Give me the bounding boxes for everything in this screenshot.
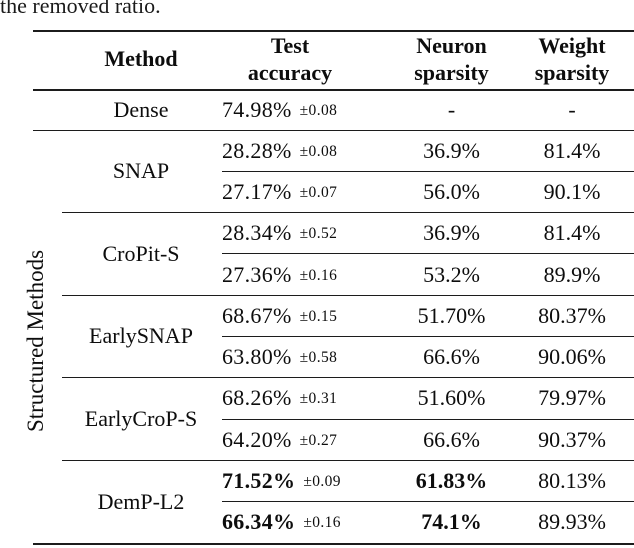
neuron-value: 53.2% [423,261,480,287]
pm-value: ±0.15 [299,307,338,325]
pm-value: ±0.09 [303,473,341,491]
accuracy-value: 28.28% ±0.08 [222,137,338,163]
bottom-rule [33,542,634,545]
pm-value: ±0.52 [299,225,338,243]
header-method-label: Method [104,46,178,72]
neuron-value: 36.9% [423,220,480,246]
header-test-accuracy: Test accuracy [247,32,333,85]
neuron-value: 61.83% [415,468,488,494]
weight-value: 79.97% [538,385,606,411]
group-separator-rule [62,459,634,462]
group-separator-rule [62,212,634,214]
neuron-value: 74.1% [421,509,482,535]
accuracy-value: 66.34% ±0.16 [222,509,341,535]
pm-value: ±0.31 [299,390,338,408]
top-rule [33,29,634,32]
pm-value: ±0.08 [299,102,338,119]
pm-value: ±0.08 [299,142,338,160]
weight-value: 90.1% [543,178,601,204]
group-separator-rule [62,377,634,379]
neuron-value: 66.6% [423,344,480,370]
neuron-value: 51.60% [417,385,486,411]
subrow-rule [222,418,634,420]
neuron-value: - [447,97,456,122]
pm-value: ±0.07 [299,183,338,201]
neuron-value: 51.70% [417,302,486,328]
accuracy-value: 71.52% ±0.09 [222,468,341,494]
neuron-value: 66.6% [423,426,480,452]
accuracy-value: 63.80% ±0.58 [222,344,338,370]
group-separator-rule [62,294,634,296]
weight-value: - [568,97,576,122]
weight-value: 80.37% [538,302,606,328]
weight-value: 90.06% [538,344,606,370]
header-weight-sparsity: Weight sparsity [534,32,610,85]
subrow-rule [222,253,634,255]
weight-value: 80.13% [538,468,606,494]
weight-value: 90.37% [538,426,606,452]
neuron-value: 36.9% [423,137,480,163]
header-bottom-rule [33,89,634,91]
method-label: DemP-L2 [97,488,185,514]
accuracy-value: 74.98% ±0.08 [222,97,338,122]
accuracy-value: 64.20% ±0.27 [222,426,338,452]
header-method: Method [62,31,220,88]
accuracy-value: 27.36% ±0.16 [222,261,338,287]
pm-value: ±0.58 [299,349,338,367]
weight-value: 81.4% [543,220,601,246]
method-label: SNAP [112,158,170,184]
weight-value: 89.93% [538,509,606,535]
accuracy-value: 68.67% ±0.15 [222,302,338,328]
subrow-rule [222,336,634,338]
method-label: CroPit-S [102,240,180,266]
subrow-rule [222,501,634,503]
method-label: EarlySNAP [89,323,193,349]
dense-bottom-rule [33,129,634,132]
pm-value: ±0.16 [299,266,338,284]
weight-value: 89.9% [543,261,601,287]
pm-value: ±0.16 [303,514,341,532]
accuracy-value: 27.17% ±0.07 [222,178,338,204]
neuron-value: 56.0% [423,178,480,204]
method-label: Dense [113,97,169,122]
pm-value: ±0.27 [299,431,338,449]
group-label-vertical: Structured Methods [23,249,48,433]
caption-fragment: the removed ratio. [0,0,161,18]
weight-value: 81.4% [543,137,601,163]
method-label: EarlyCroP-S [84,406,198,432]
header-neuron-sparsity: Neuron sparsity [414,32,489,85]
subrow-rule [222,170,634,172]
accuracy-value: 28.34% ±0.52 [222,220,338,246]
accuracy-value: 68.26% ±0.31 [222,385,338,411]
